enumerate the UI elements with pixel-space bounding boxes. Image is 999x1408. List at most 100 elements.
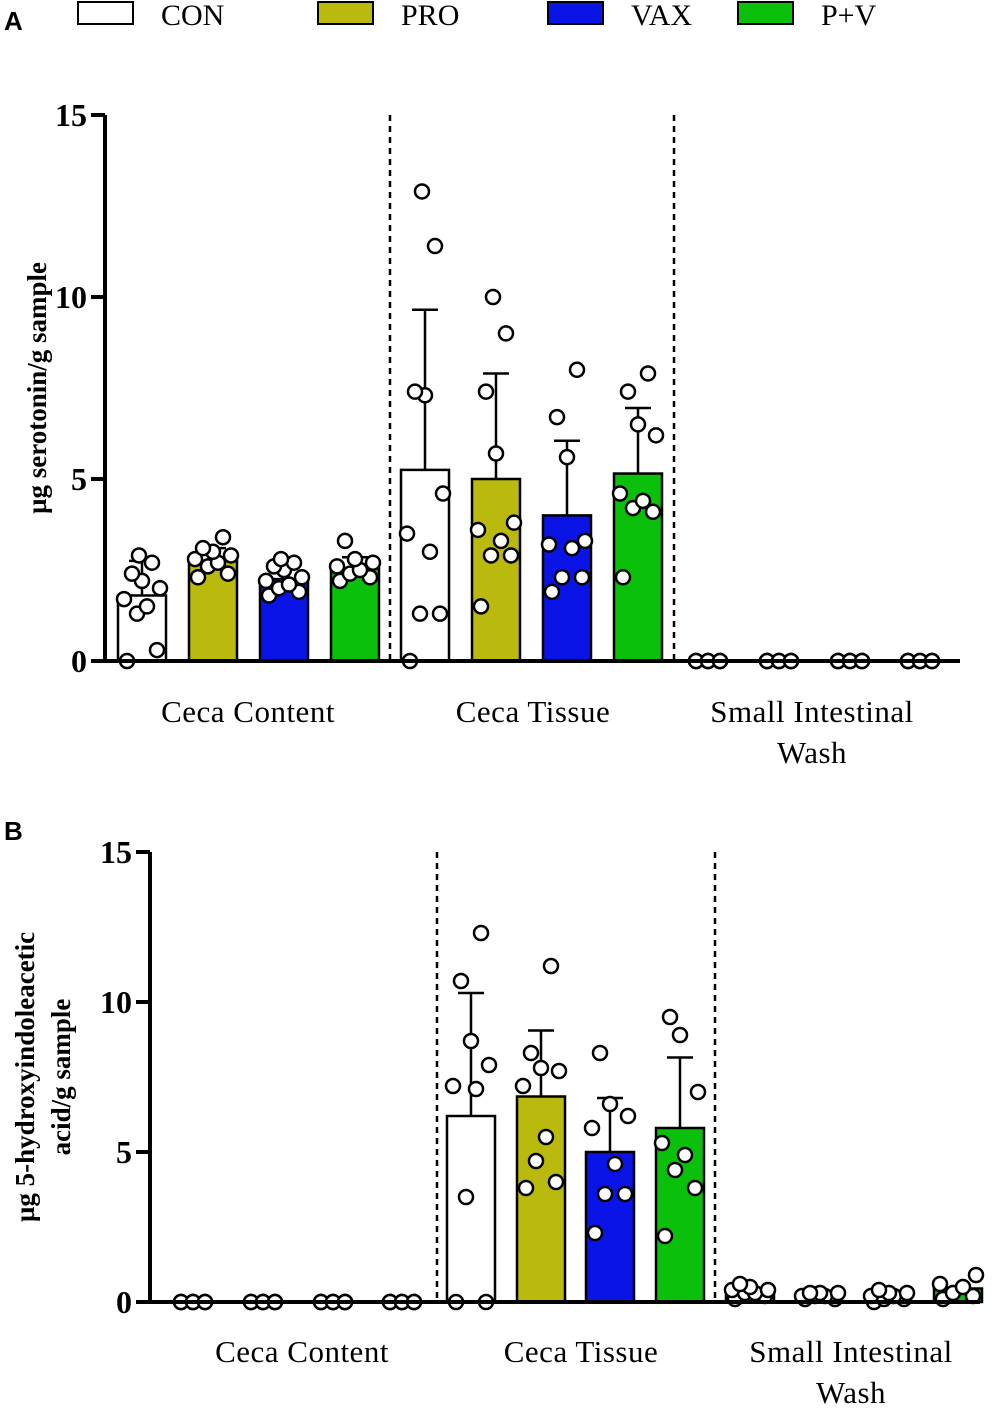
data-point: [666, 1161, 684, 1179]
bar: [445, 1114, 497, 1304]
data-point: [214, 528, 232, 546]
data-point: [502, 547, 520, 564]
data-point: [186, 550, 204, 568]
legend-swatch-pro: [317, 1, 374, 25]
data-point: [434, 485, 452, 502]
data-point: [406, 383, 424, 400]
legend: CON PRO VAX P+V: [77, 0, 877, 32]
chart-panel-a: 0 5 10 15 µg serotonin/g sample Ceca Content C…: [22, 97, 960, 770]
data-point: [293, 569, 311, 586]
data-point: [596, 1185, 614, 1203]
legend-label: P+V: [821, 0, 877, 32]
data-point: [614, 569, 632, 586]
data-point: [606, 1155, 624, 1173]
legend-swatch-ppv: [737, 1, 794, 25]
data-point: [411, 605, 429, 622]
y-tick-label: 10: [55, 279, 87, 315]
data-point: [477, 383, 495, 400]
data-point: [421, 543, 439, 561]
bar: [515, 1095, 567, 1304]
data-point: [492, 532, 510, 550]
group-label: Small Intestinal Wash: [710, 694, 913, 770]
y-tick-label: 15: [100, 834, 132, 870]
data-point: [467, 1080, 485, 1098]
data-point: [548, 408, 566, 426]
group-label-line: Ceca Content: [161, 694, 335, 729]
data-point: [514, 1077, 532, 1095]
data-point: [543, 583, 561, 601]
data-point: [413, 183, 431, 200]
data-point: [573, 569, 591, 586]
data-point: [364, 554, 382, 571]
legend-swatch-vax: [547, 1, 604, 25]
data-point: [661, 1008, 679, 1026]
data-point: [629, 416, 647, 433]
data-point: [731, 1275, 749, 1293]
data-point: [634, 492, 652, 510]
group-label: Small Intestinal Wash: [749, 1334, 952, 1408]
data-point: [194, 539, 212, 557]
legend-label: CON: [161, 0, 224, 32]
data-point: [472, 924, 490, 942]
group-label-line: Small Intestinal: [710, 694, 913, 729]
data-point: [644, 503, 662, 521]
group-label-line: Ceca Tissue: [456, 694, 611, 729]
data-point: [553, 569, 571, 586]
data-point: [689, 1083, 707, 1101]
data-point: [686, 1179, 704, 1197]
data-point: [148, 641, 166, 659]
panel-label-b: B: [4, 816, 23, 846]
data-point: [130, 547, 148, 564]
data-point: [967, 1266, 985, 1284]
group-label: Ceca Content: [215, 1334, 389, 1369]
data-point: [469, 521, 487, 539]
data-point: [829, 1284, 847, 1302]
y-tick-label: 0: [71, 643, 87, 679]
data-point: [484, 288, 502, 306]
group-label-line: Wash: [816, 1375, 886, 1408]
data-point: [115, 590, 133, 608]
chart-panel-b: 0 5 10 15 µg 5-hydroxyindoleacetic acid/g sam…: [10, 834, 985, 1408]
data-point: [619, 1107, 637, 1125]
data-point: [487, 445, 505, 462]
data-point: [452, 972, 470, 990]
legend-swatch-con: [77, 1, 134, 25]
data-point: [550, 1062, 568, 1080]
data-point: [151, 579, 169, 597]
data-point: [647, 427, 665, 444]
data-point: [532, 1059, 550, 1077]
data-point: [143, 554, 161, 571]
data-point: [656, 1227, 674, 1245]
data-point: [431, 605, 449, 622]
data-point: [611, 485, 629, 502]
group-label-line: Wash: [777, 735, 847, 770]
data-point: [954, 1278, 972, 1296]
data-point: [398, 525, 416, 542]
data-point: [527, 1152, 545, 1170]
data-point: [537, 1128, 555, 1146]
data-point: [558, 448, 576, 466]
group-label: Ceca Content: [161, 694, 335, 729]
y-axis-label: µg serotonin/g sample: [22, 262, 52, 514]
data-point: [616, 1185, 634, 1203]
data-point: [272, 550, 290, 568]
data-point: [639, 365, 657, 382]
bar: [470, 477, 522, 663]
data-point: [480, 1056, 498, 1074]
data-point: [280, 576, 298, 593]
data-point: [505, 514, 523, 531]
data-point: [601, 1095, 619, 1113]
data-point: [497, 325, 515, 342]
y-tick-label: 5: [116, 1134, 132, 1170]
data-point: [219, 565, 237, 582]
data-point: [189, 569, 207, 586]
data-point: [257, 572, 275, 590]
group-label-line: Ceca Tissue: [504, 1334, 659, 1369]
data-point: [426, 237, 444, 255]
data-point: [222, 547, 240, 564]
data-point: [542, 957, 560, 975]
y-tick-label: 5: [71, 461, 87, 497]
data-point: [619, 383, 637, 400]
data-point: [346, 550, 364, 568]
data-point: [444, 1077, 462, 1095]
